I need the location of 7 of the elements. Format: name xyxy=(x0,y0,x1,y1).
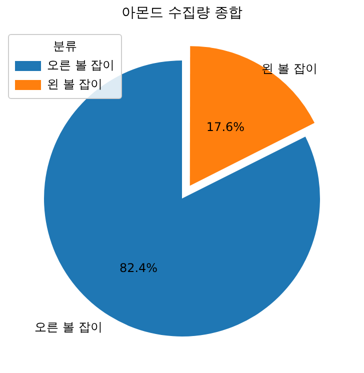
legend-title: 분류 xyxy=(52,38,78,55)
slice-label: 오른 볼 잡이 xyxy=(34,320,102,334)
data-label: 17.6% xyxy=(206,120,245,134)
chart-title: 아몬드 수집량 종합 xyxy=(120,4,244,22)
legend-label: 왼 볼 잡이 xyxy=(47,76,103,93)
legend-label: 오른 볼 잡이 xyxy=(47,57,115,74)
data-label: 82.4% xyxy=(119,261,158,276)
